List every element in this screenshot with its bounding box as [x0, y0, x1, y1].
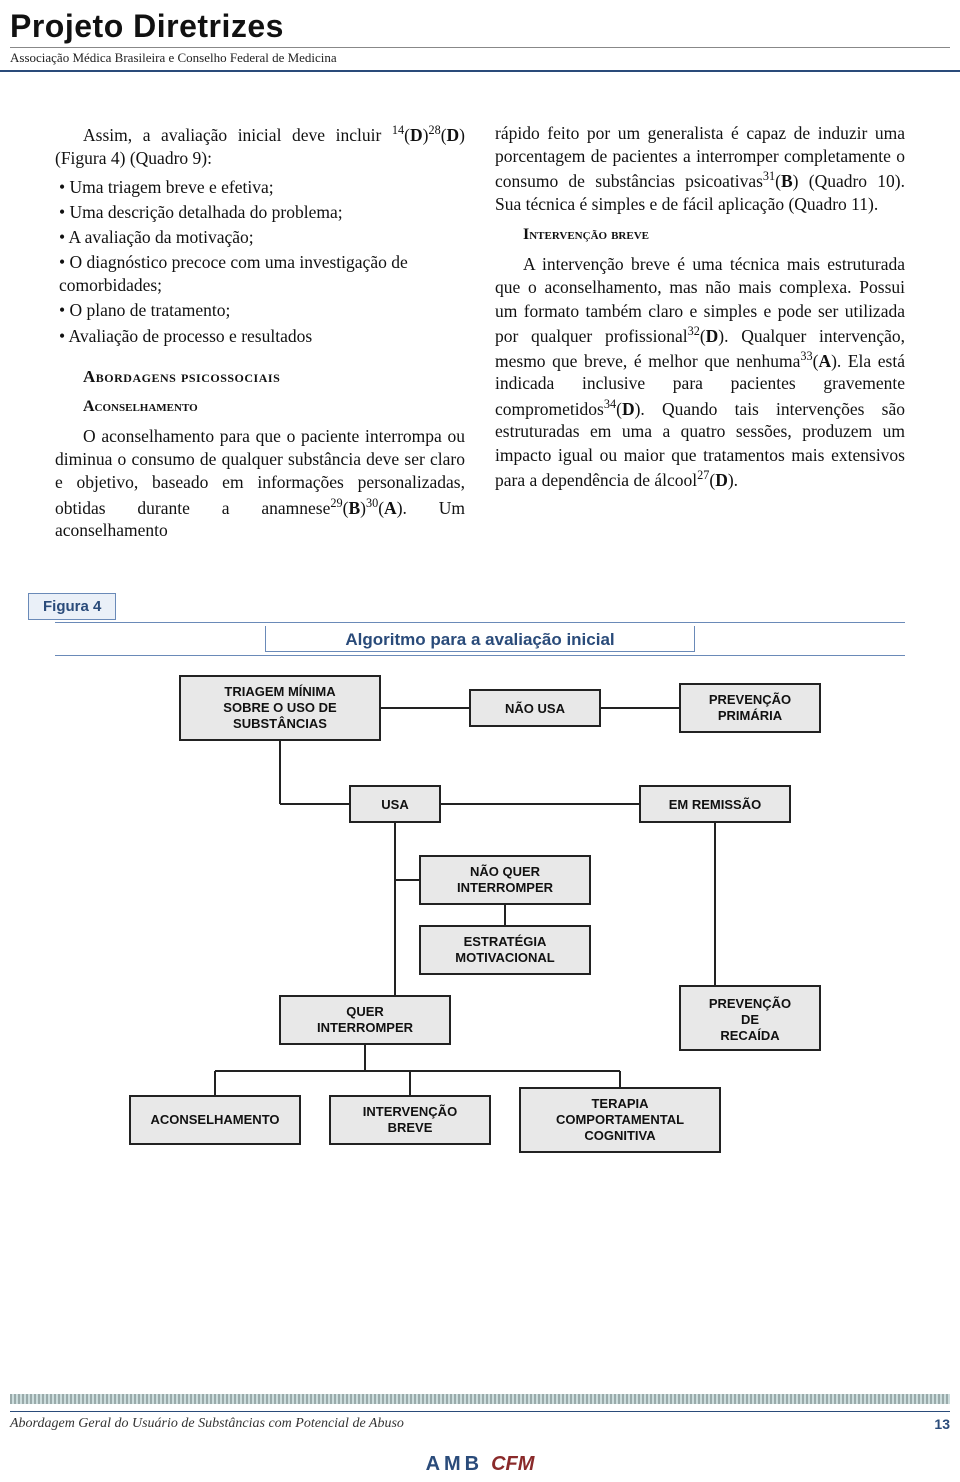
figure-title-row: Algoritmo para a avaliação inicial	[55, 622, 905, 656]
bullet-item: O plano de tratamento;	[59, 299, 465, 322]
footer-text: Abordagem Geral do Usuário de Substância…	[10, 1416, 404, 1432]
fc-usa: USA	[381, 797, 409, 812]
intro-paragraph: Assim, a avaliação inicial deve incluir …	[55, 122, 465, 170]
svg-text:PREVENÇÃO: PREVENÇÃO	[709, 692, 791, 707]
logo-amb: AMB	[426, 1453, 484, 1475]
svg-text:SOBRE O USO DE: SOBRE O USO DE	[223, 700, 337, 715]
bullet-item: O diagnóstico precoce com uma investigaç…	[59, 251, 465, 297]
bullet-item: Uma triagem breve e efetiva;	[59, 176, 465, 199]
section-heading-aconselhamento: Aconselhamento	[83, 396, 465, 417]
svg-text:QUER: QUER	[346, 1004, 384, 1019]
svg-text:TERAPIA: TERAPIA	[591, 1096, 649, 1111]
header-title: Projeto Diretrizes	[10, 8, 950, 48]
svg-text:SUBSTÂNCIAS: SUBSTÂNCIAS	[233, 716, 327, 731]
page-number: 13	[934, 1416, 950, 1432]
section-heading-intervencao: Intervenção breve	[523, 224, 905, 245]
svg-text:BREVE: BREVE	[388, 1120, 433, 1135]
body-columns: Assim, a avaliação inicial deve incluir …	[0, 72, 960, 569]
bullet-list: Uma triagem breve e efetiva; Uma descriç…	[55, 176, 465, 348]
fc-remissao: EM REMISSÃO	[669, 797, 761, 812]
bullet-item: Uma descrição detalhada do problema;	[59, 201, 465, 224]
svg-text:DE: DE	[741, 1012, 759, 1027]
svg-text:INTERROMPER: INTERROMPER	[317, 1020, 414, 1035]
figure-tab-row: Figura 4	[28, 593, 960, 620]
continuation-paragraph: rápido feito por um generalista é capaz …	[495, 122, 905, 216]
fc-naousa: NÃO USA	[505, 701, 566, 716]
svg-text:INTERROMPER: INTERROMPER	[457, 880, 554, 895]
bullet-item: A avaliação da motivação;	[59, 226, 465, 249]
intervencao-paragraph: A intervenção breve é uma técnica mais e…	[495, 253, 905, 491]
svg-text:COMPORTAMENTAL: COMPORTAMENTAL	[556, 1112, 684, 1127]
svg-text:ESTRATÉGIA: ESTRATÉGIA	[464, 934, 547, 949]
svg-text:PREVENÇÃO: PREVENÇÃO	[709, 996, 791, 1011]
svg-text:NÃO QUER: NÃO QUER	[470, 864, 541, 879]
page-header: Projeto Diretrizes Associação Médica Bra…	[0, 0, 960, 72]
footer-row: Abordagem Geral do Usuário de Substância…	[10, 1411, 950, 1432]
footer-stripe	[10, 1394, 950, 1404]
svg-text:COGNITIVA: COGNITIVA	[584, 1128, 656, 1143]
bullet-item: Avaliação de processo e resultados	[59, 325, 465, 348]
right-column: rápido feito por um generalista é capaz …	[495, 122, 905, 549]
svg-text:MOTIVACIONAL: MOTIVACIONAL	[455, 950, 554, 965]
fc-aconsel: ACONSELHAMENTO	[150, 1112, 279, 1127]
intro-text: Assim, a avaliação inicial deve incluir	[83, 125, 392, 145]
figure-tab: Figura 4	[28, 593, 116, 620]
left-column: Assim, a avaliação inicial deve incluir …	[55, 122, 465, 549]
logo-cfm: CFM	[491, 1453, 534, 1475]
flowchart: TRIAGEM MÍNIMA SOBRE O USO DE SUBSTÂNCIA…	[100, 666, 860, 1186]
svg-text:PRIMÁRIA: PRIMÁRIA	[718, 708, 783, 723]
header-subtitle: Associação Médica Brasileira e Conselho …	[10, 50, 950, 66]
svg-text:TRIAGEM MÍNIMA: TRIAGEM MÍNIMA	[224, 684, 336, 699]
footer-logos: AMB CFM	[0, 1453, 960, 1476]
figure-title: Algoritmo para a avaliação inicial	[265, 626, 695, 652]
svg-text:RECAÍDA: RECAÍDA	[720, 1028, 780, 1043]
section-heading-abordagens: Abordagens psicossociais	[83, 366, 465, 388]
svg-text:INTERVENÇÃO: INTERVENÇÃO	[363, 1104, 457, 1119]
aconselhamento-paragraph: O aconselhamento para que o paciente int…	[55, 425, 465, 542]
